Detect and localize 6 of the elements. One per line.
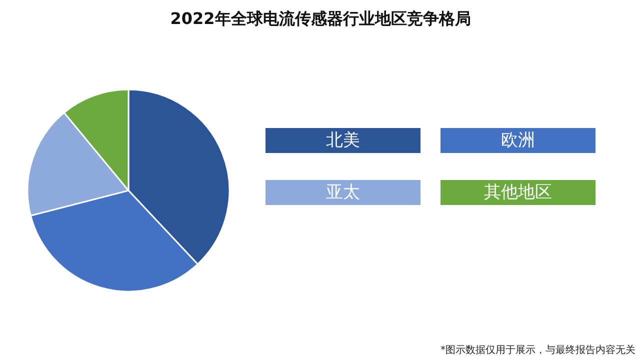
text: *图示数据仅用于展示，与最终报告内容无关	[440, 344, 636, 356]
legend-label: 北美	[326, 130, 360, 150]
legend-label: 欧洲	[501, 130, 535, 150]
legend-label: 其他地区	[484, 182, 552, 202]
legend-label: 亚太	[326, 182, 360, 202]
chart-title: 2022年全球电流传感器行业地区竞争格局	[170, 9, 471, 28]
